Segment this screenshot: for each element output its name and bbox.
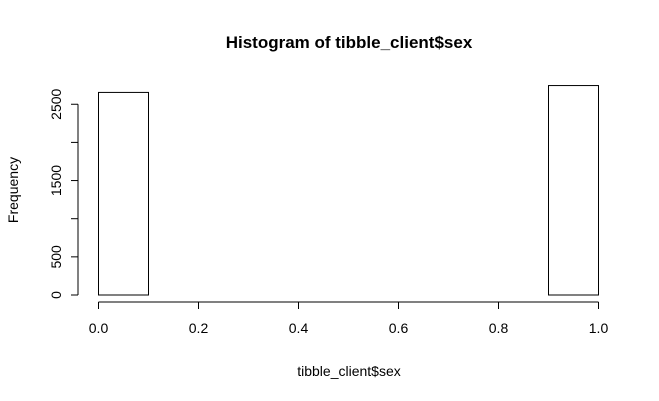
x-tick-label-1: 0.2	[189, 320, 209, 336]
y-tick-label-3: 1500	[48, 165, 64, 196]
histogram-bar-9	[548, 85, 599, 296]
x-axis-label: tibble_client$sex	[297, 363, 401, 379]
x-tick-label-4: 0.8	[489, 320, 509, 336]
histogram-bar-0	[98, 91, 149, 296]
x-tick-label-0: 0.0	[89, 320, 109, 336]
x-tick-label-2: 0.4	[289, 320, 309, 336]
x-tick-label-3: 0.6	[389, 320, 409, 336]
x-axis: 0.0 0.2 0.4 0.6 0.8 1.0	[89, 301, 609, 336]
y-tick-label-1: 500	[48, 245, 64, 269]
bars-group	[98, 85, 599, 296]
chart-title: Histogram of tibble_client$sex	[226, 33, 473, 52]
y-tick-label-0: 0	[48, 291, 64, 299]
y-axis: 0 500 1500 2500	[48, 88, 79, 299]
x-tick-label-5: 1.0	[589, 320, 609, 336]
y-tick-label-5: 2500	[48, 88, 64, 119]
y-axis-label: Frequency	[5, 157, 21, 223]
